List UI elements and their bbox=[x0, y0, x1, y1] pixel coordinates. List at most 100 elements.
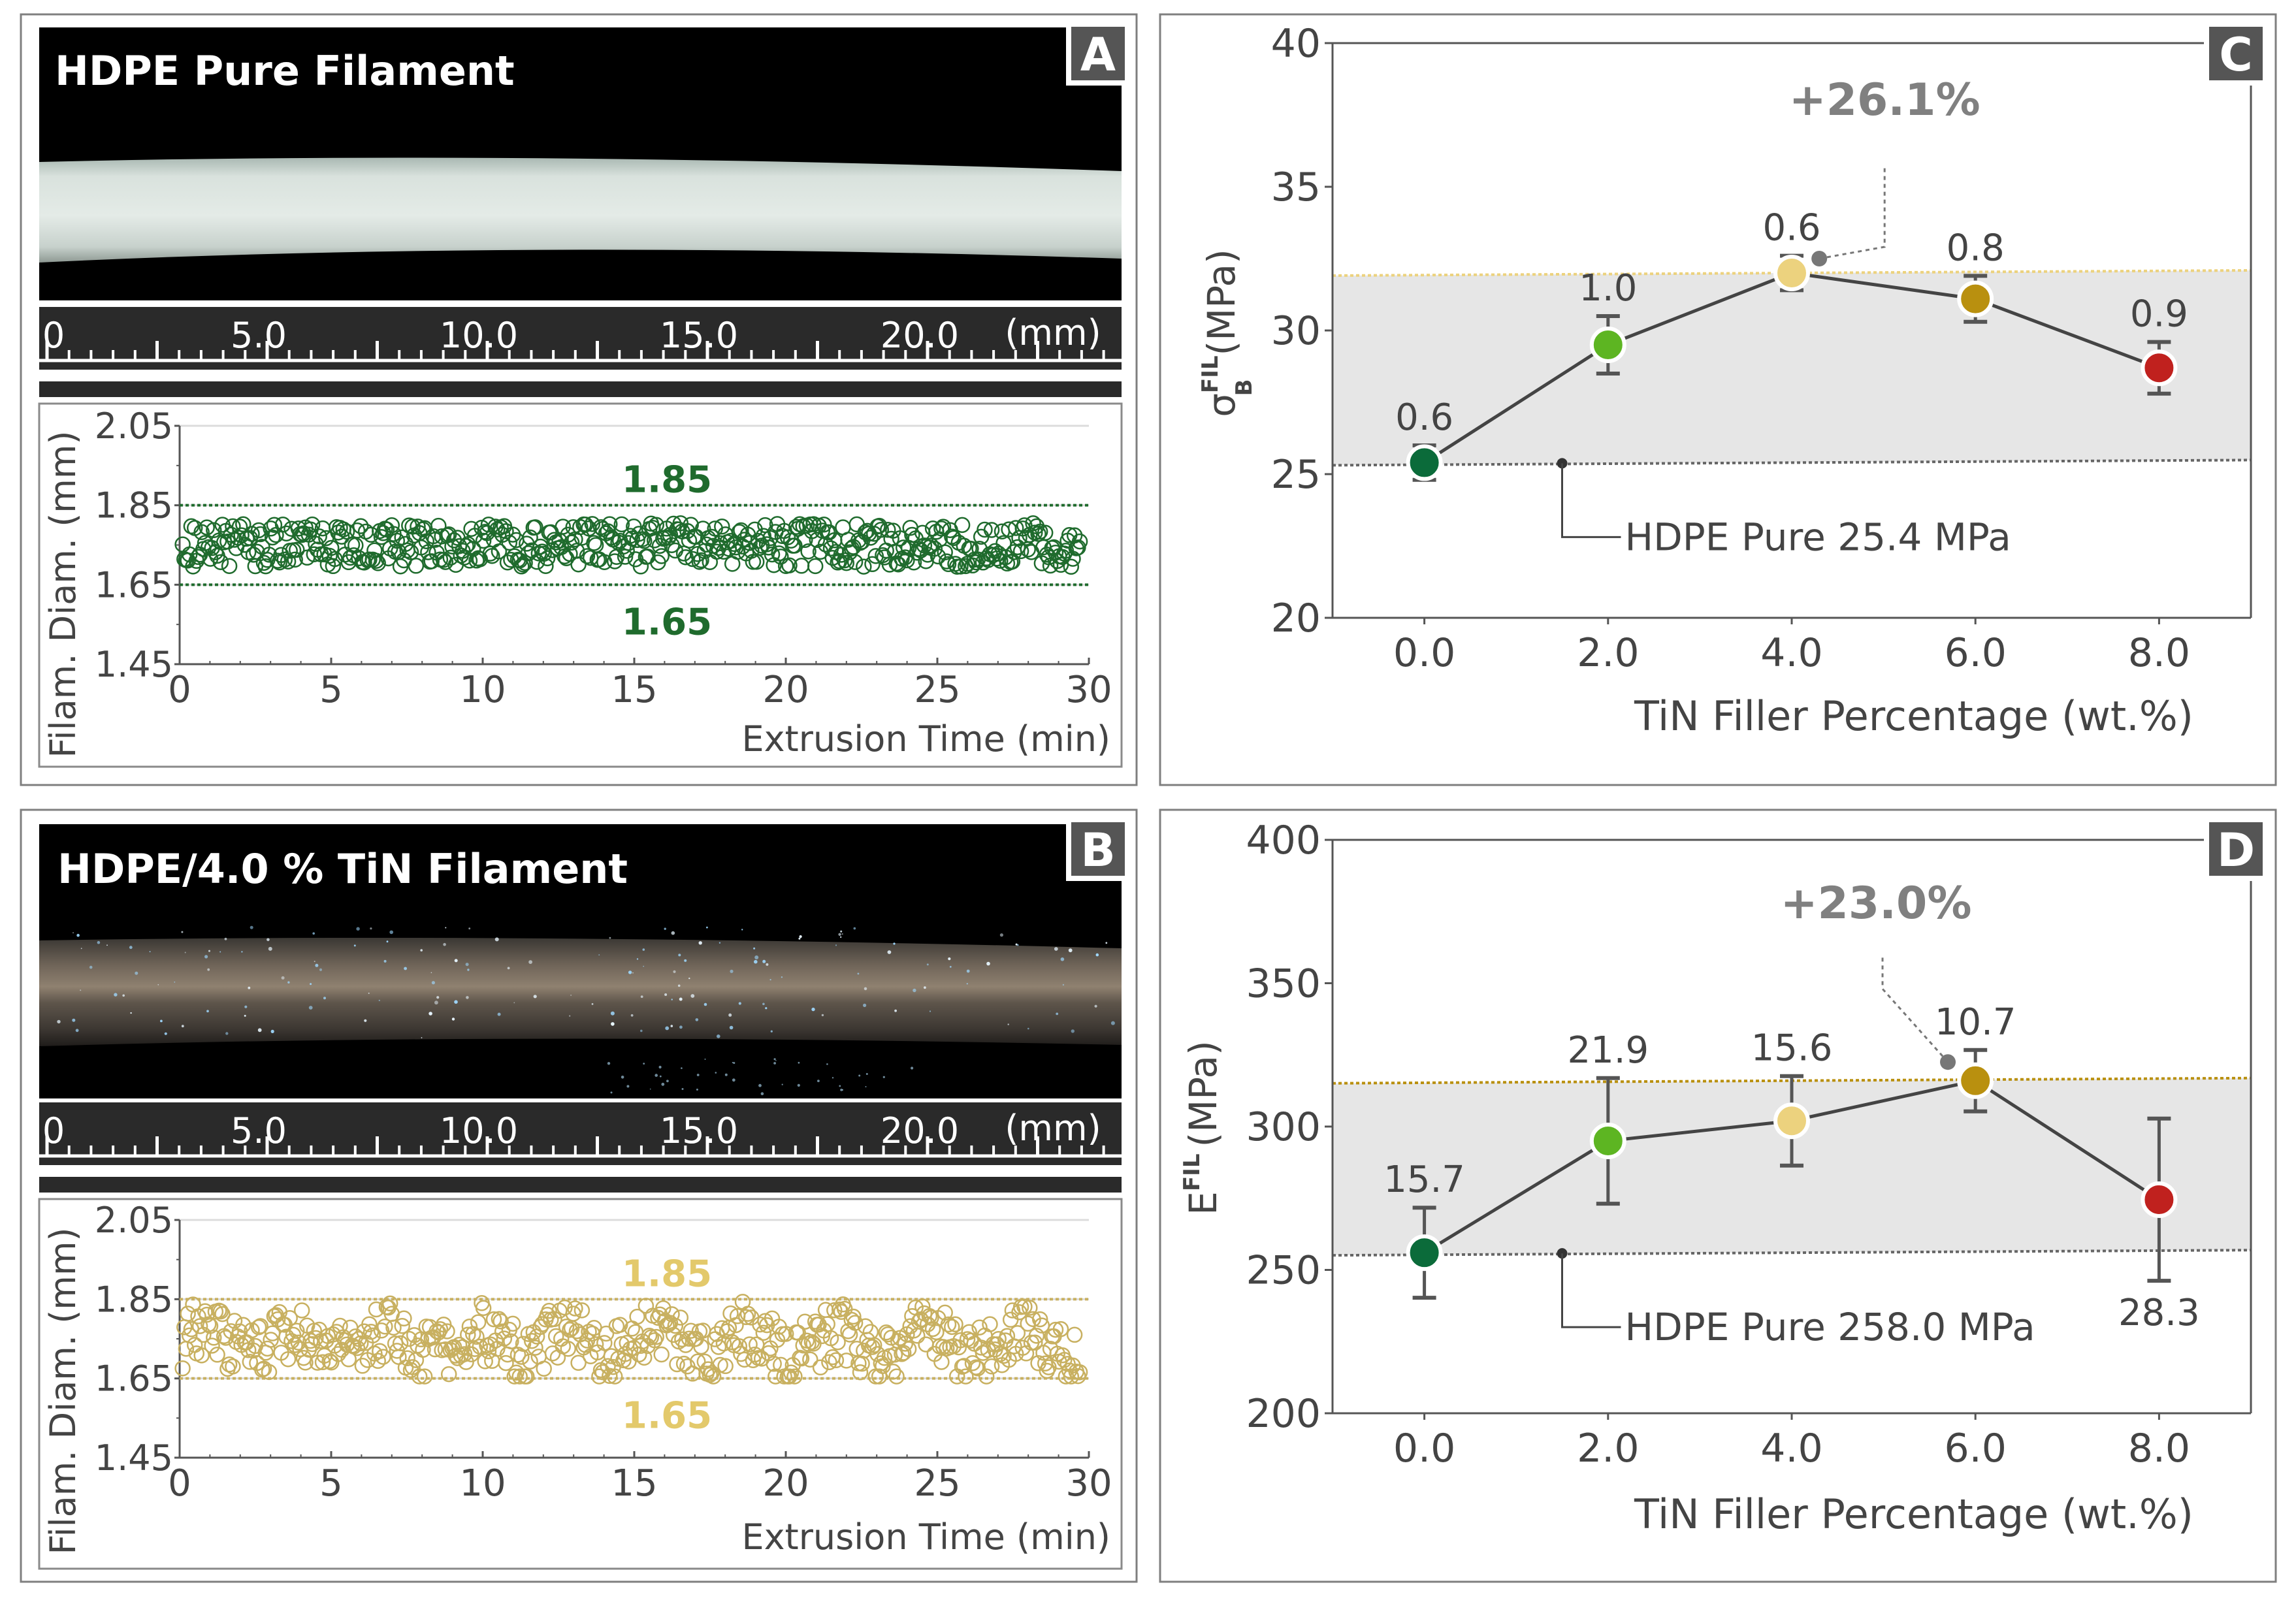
data-point bbox=[517, 554, 533, 571]
data-point bbox=[964, 1354, 981, 1371]
error-value-label: 15.6 bbox=[1751, 1027, 1833, 1070]
data-point bbox=[980, 1342, 997, 1358]
increase-leader bbox=[1819, 167, 1886, 260]
data-point bbox=[274, 517, 291, 533]
tin-particle bbox=[1054, 947, 1058, 951]
x-tick-label: 10 bbox=[459, 1462, 506, 1505]
tin-particle bbox=[704, 1058, 706, 1060]
x-tick-label: 2.0 bbox=[1577, 1426, 1639, 1471]
tin-particle bbox=[1007, 1023, 1009, 1025]
data-point bbox=[470, 1314, 487, 1330]
tin-particle bbox=[684, 959, 687, 962]
badge-d-label: D bbox=[2217, 824, 2255, 877]
data-point bbox=[786, 1368, 803, 1385]
tin-particle bbox=[762, 959, 766, 963]
data-point bbox=[821, 524, 837, 541]
data-point bbox=[574, 1302, 590, 1319]
tin-particle bbox=[865, 1086, 867, 1087]
data-point bbox=[1071, 1364, 1088, 1381]
tin-particle bbox=[319, 968, 323, 971]
data-point bbox=[944, 1319, 960, 1336]
data-point bbox=[570, 556, 587, 573]
tin-particle bbox=[811, 1007, 815, 1012]
tin-particle bbox=[671, 999, 673, 1001]
data-point bbox=[703, 1365, 720, 1381]
data-point bbox=[276, 551, 293, 568]
diameter-chart-b: 1.45 1.65 1.85 2.05 0 5 10 15 20 25 30 1.85 1.65 Fil… bbox=[38, 1198, 1123, 1570]
tin-particle bbox=[696, 1088, 698, 1091]
tensile-x-axis-label: TiN Filler Percentage (wt.%) bbox=[1634, 692, 2193, 740]
data-point bbox=[333, 528, 350, 545]
data-point bbox=[731, 1338, 748, 1354]
tin-particle bbox=[840, 930, 843, 933]
tin-particle bbox=[628, 970, 632, 974]
tin-particle bbox=[929, 1010, 931, 1012]
tin-particle bbox=[999, 933, 1003, 937]
tin-particle bbox=[353, 944, 356, 947]
data-point bbox=[480, 517, 497, 533]
tin-particle bbox=[799, 935, 802, 938]
data-point bbox=[888, 555, 905, 571]
data-point bbox=[816, 516, 832, 533]
data-point bbox=[653, 548, 670, 564]
x-tick-label: 15 bbox=[611, 1462, 657, 1505]
tin-particle bbox=[443, 942, 446, 946]
modulus-y-axis-symbol: E bbox=[1181, 1191, 1225, 1215]
data-point bbox=[933, 1354, 950, 1370]
tin-particle bbox=[893, 942, 896, 945]
tin-particle bbox=[911, 1066, 914, 1070]
tin-particle bbox=[741, 929, 743, 931]
tin-particle bbox=[678, 953, 681, 957]
tin-particle bbox=[835, 944, 837, 946]
tin-particle bbox=[857, 972, 860, 975]
tin-particle bbox=[626, 1085, 630, 1088]
tin-particle bbox=[690, 994, 695, 998]
tin-particle bbox=[621, 1076, 624, 1079]
data-point bbox=[739, 1306, 756, 1322]
data-point bbox=[728, 1317, 744, 1334]
tin-particle bbox=[724, 1073, 728, 1076]
y-tick-label: 1.85 bbox=[95, 485, 173, 526]
tin-particle bbox=[681, 1067, 683, 1069]
tin-particle bbox=[949, 966, 952, 968]
modulus-y-axis-sup: FIL bbox=[1179, 1154, 1205, 1192]
data-point bbox=[685, 551, 701, 568]
increase-label: +26.1% bbox=[1789, 74, 1981, 126]
tin-particle bbox=[643, 965, 644, 967]
data-point bbox=[871, 1368, 888, 1385]
tin-particle bbox=[838, 933, 841, 937]
data-point bbox=[983, 1358, 1000, 1375]
tin-particle bbox=[430, 972, 432, 974]
tin-particle bbox=[57, 1019, 61, 1024]
data-point bbox=[651, 537, 668, 554]
tin-particle bbox=[632, 972, 634, 974]
data-point bbox=[629, 532, 645, 549]
badge-c: C bbox=[2204, 22, 2268, 86]
data-point bbox=[937, 544, 953, 560]
tin-particle bbox=[703, 1002, 707, 1006]
data-point bbox=[439, 1323, 455, 1339]
tin-particle bbox=[466, 996, 469, 999]
data-point bbox=[807, 558, 824, 575]
tin-particle bbox=[773, 1062, 776, 1065]
tin-particle bbox=[732, 1062, 734, 1063]
data-point bbox=[221, 1356, 238, 1373]
increase-leader bbox=[1881, 956, 1949, 1063]
data-point bbox=[865, 1337, 882, 1353]
error-value-label: 0.6 bbox=[1395, 396, 1453, 439]
data-point bbox=[669, 1356, 685, 1373]
lower-limit-label: 1.65 bbox=[622, 601, 712, 643]
data-point bbox=[562, 1322, 578, 1338]
diameter-b-y-axis-label: Filam. Diam. (mm) bbox=[42, 1227, 84, 1554]
data-point bbox=[415, 1341, 431, 1358]
data-point bbox=[838, 554, 855, 571]
tin-particle bbox=[513, 1002, 515, 1004]
tin-particle bbox=[729, 1025, 734, 1030]
panel-c: 20 25 30 35 40 0.0 2.0 4.0 6.0 8.0 HDPE Pure 25.4 … bbox=[1159, 13, 2277, 786]
tin-particle bbox=[528, 960, 532, 964]
data-point bbox=[755, 1324, 772, 1341]
data-point bbox=[629, 1308, 645, 1325]
data-point bbox=[664, 1306, 680, 1322]
data-point bbox=[541, 1302, 557, 1319]
data-point bbox=[667, 1317, 684, 1334]
